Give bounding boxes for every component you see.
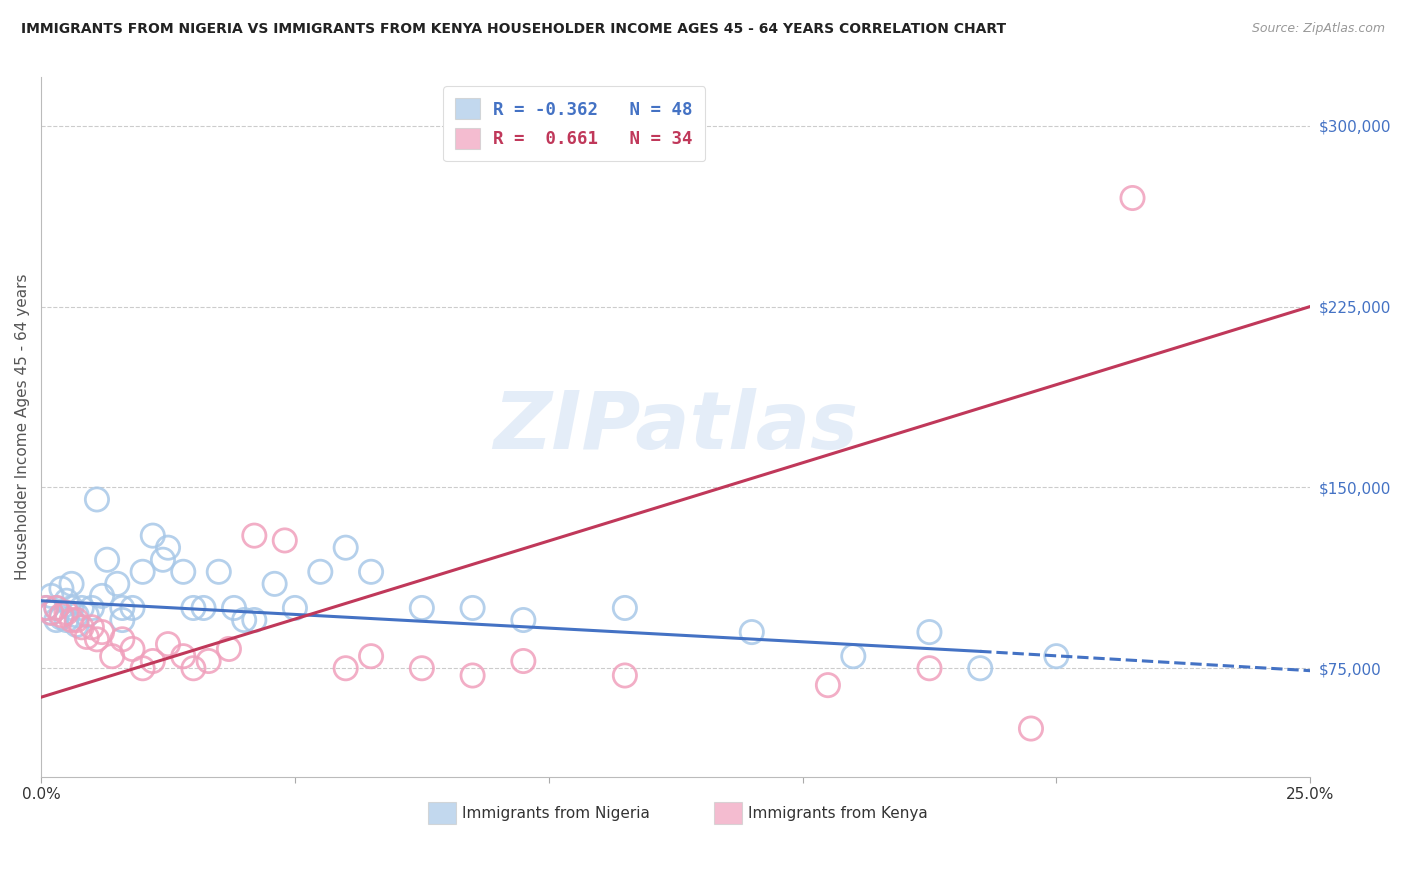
Point: [183, 601, 205, 615]
Point: [55, 613, 77, 627]
Point: [60, 601, 83, 615]
Point: [969, 661, 991, 675]
Point: [360, 649, 382, 664]
Point: [263, 577, 285, 591]
Point: [243, 613, 266, 627]
Point: [70, 601, 93, 615]
Point: [45, 601, 67, 615]
Point: [461, 668, 484, 682]
Point: [309, 565, 332, 579]
Point: [197, 654, 219, 668]
Point: [80, 620, 103, 634]
Point: [121, 642, 143, 657]
Point: [208, 565, 231, 579]
Point: [39, 606, 62, 620]
Point: [70, 620, 93, 634]
Point: [613, 601, 636, 615]
Point: [60, 577, 83, 591]
Point: [222, 601, 245, 615]
FancyBboxPatch shape: [429, 802, 456, 824]
Point: [39, 606, 62, 620]
Point: [183, 661, 205, 675]
Point: [274, 533, 297, 548]
Point: [218, 642, 240, 657]
Point: [111, 601, 134, 615]
Point: [817, 678, 839, 692]
Point: [233, 613, 256, 627]
Point: [86, 492, 108, 507]
Point: [111, 613, 134, 627]
Point: [918, 625, 941, 640]
Point: [172, 565, 194, 579]
Point: [131, 565, 153, 579]
Point: [613, 668, 636, 682]
Text: Immigrants from Nigeria: Immigrants from Nigeria: [463, 805, 651, 821]
Point: [142, 528, 165, 542]
Point: [101, 649, 124, 664]
Text: ZIPatlas: ZIPatlas: [494, 388, 858, 467]
Point: [156, 637, 179, 651]
Point: [142, 654, 165, 668]
Point: [55, 606, 77, 620]
Point: [76, 630, 98, 644]
FancyBboxPatch shape: [714, 802, 741, 824]
Point: [66, 613, 89, 627]
Point: [131, 661, 153, 675]
Y-axis label: Householder Income Ages 45 - 64 years: Householder Income Ages 45 - 64 years: [15, 274, 30, 581]
Point: [66, 608, 89, 623]
Point: [335, 541, 357, 555]
Point: [512, 613, 534, 627]
Point: [60, 613, 83, 627]
Point: [461, 601, 484, 615]
Point: [80, 601, 103, 615]
Point: [35, 601, 58, 615]
Point: [411, 601, 433, 615]
Point: [156, 541, 179, 555]
Point: [1019, 722, 1042, 736]
Point: [918, 661, 941, 675]
Point: [51, 582, 73, 596]
Point: [1045, 649, 1067, 664]
Point: [35, 601, 58, 615]
Point: [411, 661, 433, 675]
Point: [76, 608, 98, 623]
Point: [45, 601, 67, 615]
Point: [121, 601, 143, 615]
Point: [360, 565, 382, 579]
Text: Immigrants from Kenya: Immigrants from Kenya: [748, 805, 928, 821]
Point: [91, 589, 114, 603]
Point: [111, 632, 134, 647]
Point: [105, 577, 128, 591]
Point: [66, 618, 89, 632]
Point: [335, 661, 357, 675]
Point: [55, 593, 77, 607]
Point: [193, 601, 215, 615]
Point: [39, 589, 62, 603]
Point: [86, 632, 108, 647]
Point: [96, 553, 118, 567]
Point: [45, 613, 67, 627]
Point: [1121, 191, 1143, 205]
Text: IMMIGRANTS FROM NIGERIA VS IMMIGRANTS FROM KENYA HOUSEHOLDER INCOME AGES 45 - 64: IMMIGRANTS FROM NIGERIA VS IMMIGRANTS FR…: [21, 22, 1007, 37]
Point: [284, 601, 307, 615]
Point: [51, 608, 73, 623]
Point: [91, 625, 114, 640]
Point: [512, 654, 534, 668]
Point: [741, 625, 763, 640]
Point: [152, 553, 174, 567]
Text: Source: ZipAtlas.com: Source: ZipAtlas.com: [1251, 22, 1385, 36]
Point: [172, 649, 194, 664]
Point: [51, 610, 73, 624]
Point: [243, 528, 266, 542]
Point: [842, 649, 865, 664]
Legend: R = -0.362   N = 48, R =  0.661   N = 34: R = -0.362 N = 48, R = 0.661 N = 34: [443, 87, 706, 161]
